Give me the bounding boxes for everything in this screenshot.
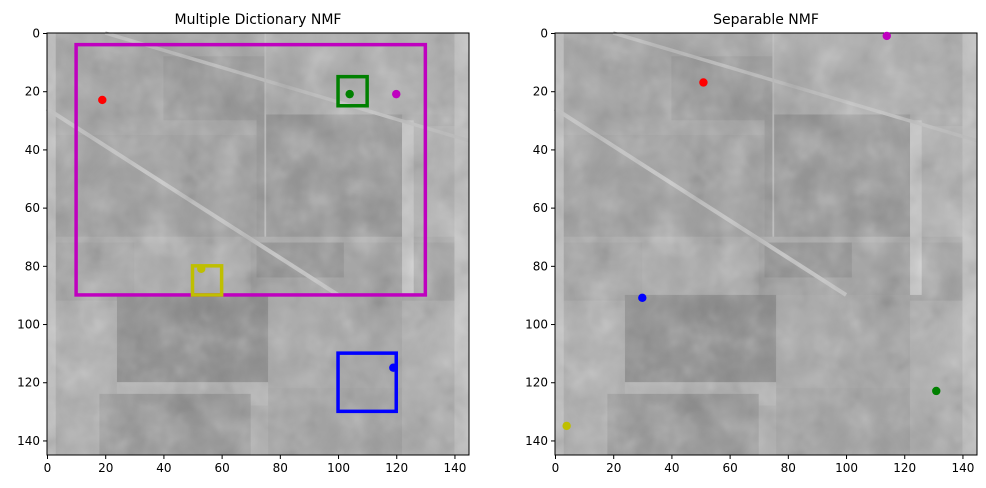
y-tick-label: 40	[533, 143, 548, 157]
x-tick-label: 80	[781, 461, 796, 475]
y-tick-label: 0	[32, 27, 40, 41]
region-box	[336, 74, 369, 108]
aerial-image	[555, 33, 977, 455]
x-tick-label: 60	[214, 461, 229, 475]
y-tick-label: 40	[25, 143, 40, 157]
y-tick-label: 20	[25, 85, 40, 99]
x-tick-label: 140	[951, 461, 974, 475]
x-tick-label: 100	[327, 461, 350, 475]
region-box	[190, 264, 224, 297]
chart-title: Multiple Dictionary NMF	[175, 12, 342, 28]
x-tick-label: 40	[156, 461, 171, 475]
data-point	[197, 264, 206, 273]
y-tick-label: 100	[525, 318, 548, 332]
y-tick-label: 80	[533, 259, 548, 273]
data-point	[882, 31, 891, 41]
x-tick-label: 0	[552, 461, 560, 475]
x-tick-label: 120	[385, 461, 408, 475]
y-tick-label: 20	[533, 85, 548, 99]
x-tick-label: 100	[835, 461, 858, 475]
chart-title: Separable NMF	[713, 12, 819, 28]
region-box	[74, 42, 428, 297]
y-tick-label: 140	[17, 434, 40, 448]
data-point	[638, 293, 647, 303]
aerial-image	[47, 33, 469, 455]
y-tick-label: 100	[17, 318, 40, 332]
x-tick-label: 60	[722, 461, 737, 475]
x-tick-label: 20	[606, 461, 621, 475]
x-tick-label: 0	[44, 461, 52, 475]
data-point	[389, 363, 398, 372]
region-box	[336, 351, 398, 414]
x-tick-label: 80	[273, 461, 288, 475]
data-point	[699, 78, 708, 87]
data-point	[392, 89, 401, 99]
y-tick-label: 60	[533, 201, 548, 215]
data-point	[932, 386, 941, 396]
panel-separable-nmf: Separable NMF 0 20 40 60 80 100 120 140 0 20 40 60 80…	[525, 12, 977, 475]
y-tick-label: 140	[525, 434, 548, 448]
y-tick-label: 0	[540, 27, 548, 41]
data-point	[98, 95, 107, 105]
x-tick-label: 40	[664, 461, 679, 475]
panel-multiple-dictionary-nmf: Multiple Dictionary NMF 0 20 40 60 80 100 120 14…	[17, 12, 469, 475]
axes-frame	[46, 32, 470, 456]
x-tick-label: 140	[443, 461, 466, 475]
x-tick-label: 20	[98, 461, 113, 475]
data-point	[345, 89, 354, 99]
y-tick-label: 80	[25, 259, 40, 273]
x-tick-label: 120	[893, 461, 916, 475]
data-point	[562, 421, 571, 431]
axes-frame	[554, 32, 978, 456]
y-tick-label: 120	[17, 376, 40, 390]
y-tick-label: 60	[25, 201, 40, 215]
y-tick-label: 120	[525, 376, 548, 390]
